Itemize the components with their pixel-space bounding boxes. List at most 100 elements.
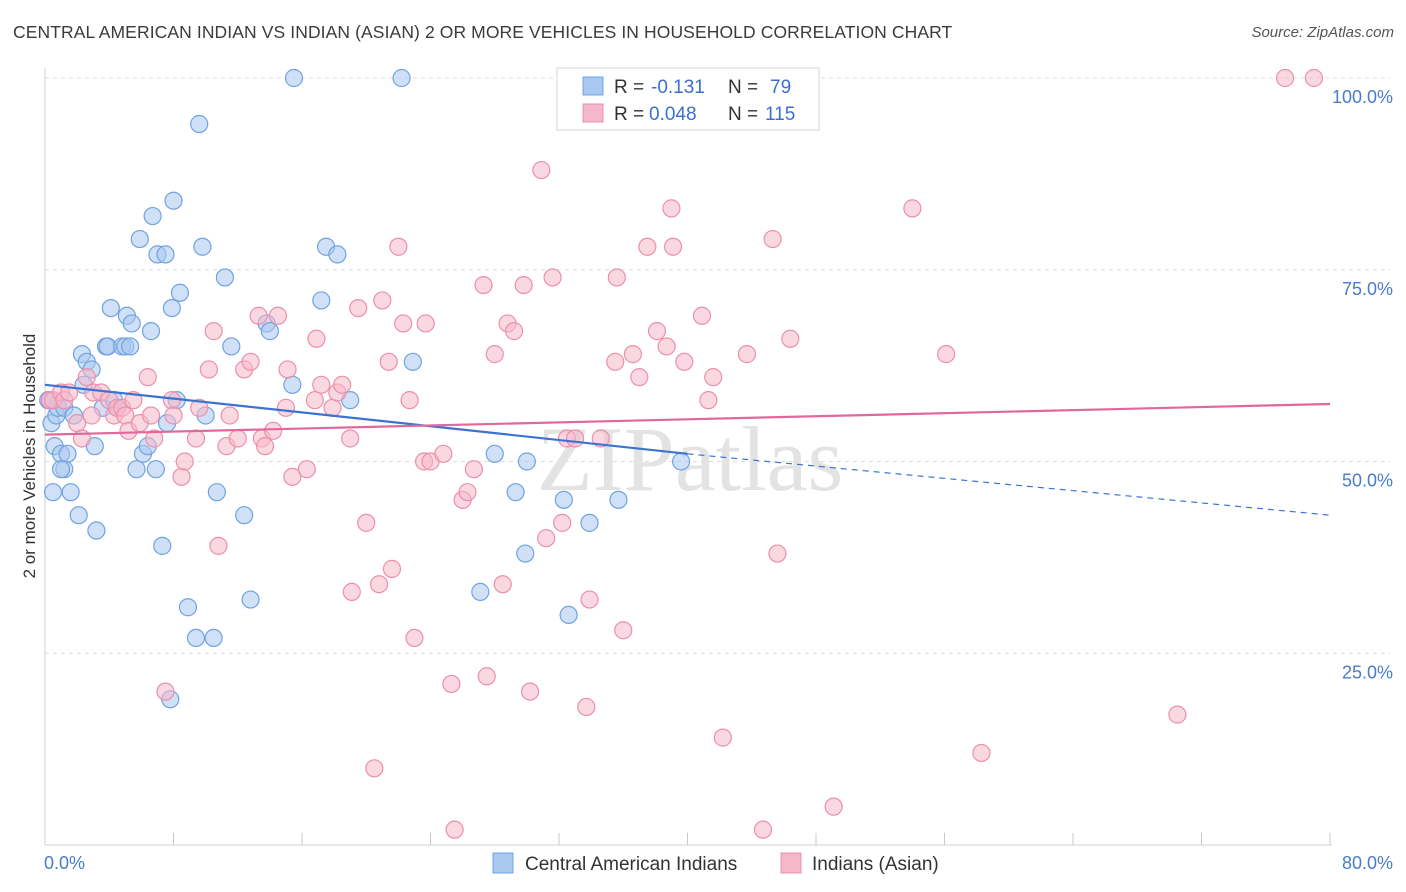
point-indian-asian-28 bbox=[190, 398, 209, 417]
point-indian-asian-19 bbox=[138, 368, 157, 387]
point-indian-asian-81 bbox=[520, 682, 540, 701]
point-indian-asian-114 bbox=[972, 743, 991, 763]
point-indian-asian-17 bbox=[124, 391, 143, 410]
point-indian-asian-89 bbox=[580, 590, 599, 609]
legend-n-value-2: 115 bbox=[765, 104, 795, 125]
point-indian-asian-113 bbox=[937, 345, 956, 364]
point-indian-asian-82 bbox=[532, 160, 551, 180]
legend-n-value-1: 79 bbox=[770, 77, 791, 98]
point-indian-asian-104 bbox=[704, 368, 723, 387]
point-indian-asian-109 bbox=[768, 544, 787, 563]
y-tick-label-50: 50.0% bbox=[1342, 471, 1393, 491]
point-central-american-indian-35 bbox=[143, 206, 162, 226]
point-central-american-indian-45 bbox=[170, 283, 190, 302]
series-legend-swatch-blue bbox=[492, 852, 514, 874]
point-central-american-indian-58 bbox=[260, 322, 279, 341]
point-central-american-indian-18 bbox=[87, 521, 106, 540]
point-central-american-indian-69 bbox=[506, 483, 525, 502]
point-indian-asian-25 bbox=[172, 467, 191, 486]
point-indian-asian-40 bbox=[263, 421, 283, 440]
point-central-american-indian-61 bbox=[312, 291, 331, 310]
point-central-american-indian-31 bbox=[130, 229, 149, 249]
point-indian-asian-36 bbox=[241, 352, 260, 371]
point-central-american-indian-65 bbox=[403, 352, 422, 371]
point-central-american-indian-75 bbox=[609, 490, 628, 509]
point-indian-asian-108 bbox=[763, 229, 782, 249]
point-indian-asian-64 bbox=[405, 628, 424, 648]
point-central-american-indian-51 bbox=[204, 628, 223, 648]
point-indian-asian-20 bbox=[141, 406, 161, 425]
point-central-american-indian-56 bbox=[241, 590, 260, 609]
watermark: ZIPatlas bbox=[537, 408, 844, 510]
point-central-american-indian-76 bbox=[671, 452, 691, 471]
point-indian-asian-93 bbox=[614, 621, 633, 640]
series-central-american-indians-points bbox=[39, 68, 691, 709]
point-indian-asian-107 bbox=[753, 820, 773, 839]
point-indian-asian-106 bbox=[737, 345, 757, 364]
point-central-american-indian-78 bbox=[51, 460, 71, 479]
series-legend-label-1: Central American Indians bbox=[525, 854, 737, 875]
point-central-american-indian-53 bbox=[215, 268, 234, 287]
point-central-american-indian-2 bbox=[43, 483, 63, 502]
point-central-american-indian-60 bbox=[284, 68, 304, 88]
point-central-american-indian-10 bbox=[61, 483, 80, 502]
point-indian-asian-97 bbox=[647, 322, 667, 341]
point-indian-asian-43 bbox=[278, 360, 297, 379]
legend-swatch-blue bbox=[582, 76, 604, 96]
point-central-american-indian-63 bbox=[328, 245, 347, 264]
point-indian-asian-53 bbox=[342, 582, 361, 601]
point-indian-asian-105 bbox=[713, 728, 732, 747]
point-indian-asian-88 bbox=[577, 697, 596, 717]
x-tick-label-80: 80.0% bbox=[1342, 853, 1393, 873]
point-indian-asian-96 bbox=[638, 237, 657, 256]
point-indian-asian-95 bbox=[630, 368, 649, 387]
legend-r-label-1: R = bbox=[614, 77, 644, 98]
point-central-american-indian-28 bbox=[121, 337, 140, 356]
point-indian-asian-74 bbox=[474, 275, 493, 295]
point-indian-asian-68 bbox=[434, 444, 453, 463]
series-legend: Central American Indians Indians (Asian) bbox=[492, 852, 939, 875]
y-tick-labels: 100.0% 75.0% 50.0% 25.0% bbox=[1332, 87, 1393, 682]
point-indian-asian-79 bbox=[504, 322, 524, 341]
point-indian-asian-57 bbox=[370, 575, 389, 594]
point-indian-asian-84 bbox=[543, 268, 562, 287]
point-indian-asian-30 bbox=[204, 322, 223, 341]
point-indian-asian-8 bbox=[82, 406, 101, 425]
point-central-american-indian-66 bbox=[392, 68, 411, 88]
point-central-american-indian-47 bbox=[186, 628, 206, 648]
point-indian-asian-102 bbox=[692, 306, 712, 325]
point-indian-asian-90 bbox=[591, 429, 610, 448]
point-indian-asian-22 bbox=[156, 682, 175, 701]
point-indian-asian-66 bbox=[416, 314, 435, 333]
point-indian-asian-29 bbox=[199, 360, 218, 379]
point-central-american-indian-36 bbox=[146, 460, 165, 479]
point-indian-asian-27 bbox=[186, 429, 206, 448]
point-central-american-indian-49 bbox=[193, 237, 212, 256]
point-indian-asian-75 bbox=[477, 667, 496, 686]
point-central-american-indian-42 bbox=[162, 299, 181, 318]
point-central-american-indian-46 bbox=[178, 598, 198, 617]
point-central-american-indian-54 bbox=[222, 337, 241, 356]
point-indian-asian-51 bbox=[333, 375, 352, 394]
point-indian-asian-34 bbox=[228, 429, 247, 448]
legend-n-label-1: N = bbox=[728, 77, 758, 98]
point-indian-asian-87 bbox=[565, 429, 585, 448]
point-indian-asian-52 bbox=[341, 429, 360, 448]
series-indians-asian-points bbox=[40, 68, 1324, 839]
point-indian-asian-98 bbox=[657, 337, 676, 356]
point-indian-asian-116 bbox=[1275, 68, 1295, 88]
point-indian-asian-63 bbox=[400, 391, 419, 410]
point-indian-asian-24 bbox=[164, 406, 183, 425]
point-indian-asian-48 bbox=[312, 375, 331, 394]
point-indian-asian-42 bbox=[276, 398, 296, 417]
y-tick-label-100: 100.0% bbox=[1332, 87, 1393, 107]
point-indian-asian-54 bbox=[349, 299, 368, 318]
trend-line-central-american-indians bbox=[44, 383, 688, 455]
point-indian-asian-37 bbox=[249, 306, 268, 325]
point-indian-asian-101 bbox=[675, 352, 694, 371]
point-indian-asian-103 bbox=[699, 391, 718, 410]
source-label: Source: ZipAtlas.com bbox=[1251, 24, 1394, 41]
chart-title: CENTRAL AMERICAN INDIAN VS INDIAN (ASIAN… bbox=[13, 22, 953, 42]
legend-swatch-pink bbox=[582, 103, 604, 123]
point-indian-asian-76 bbox=[485, 345, 504, 364]
